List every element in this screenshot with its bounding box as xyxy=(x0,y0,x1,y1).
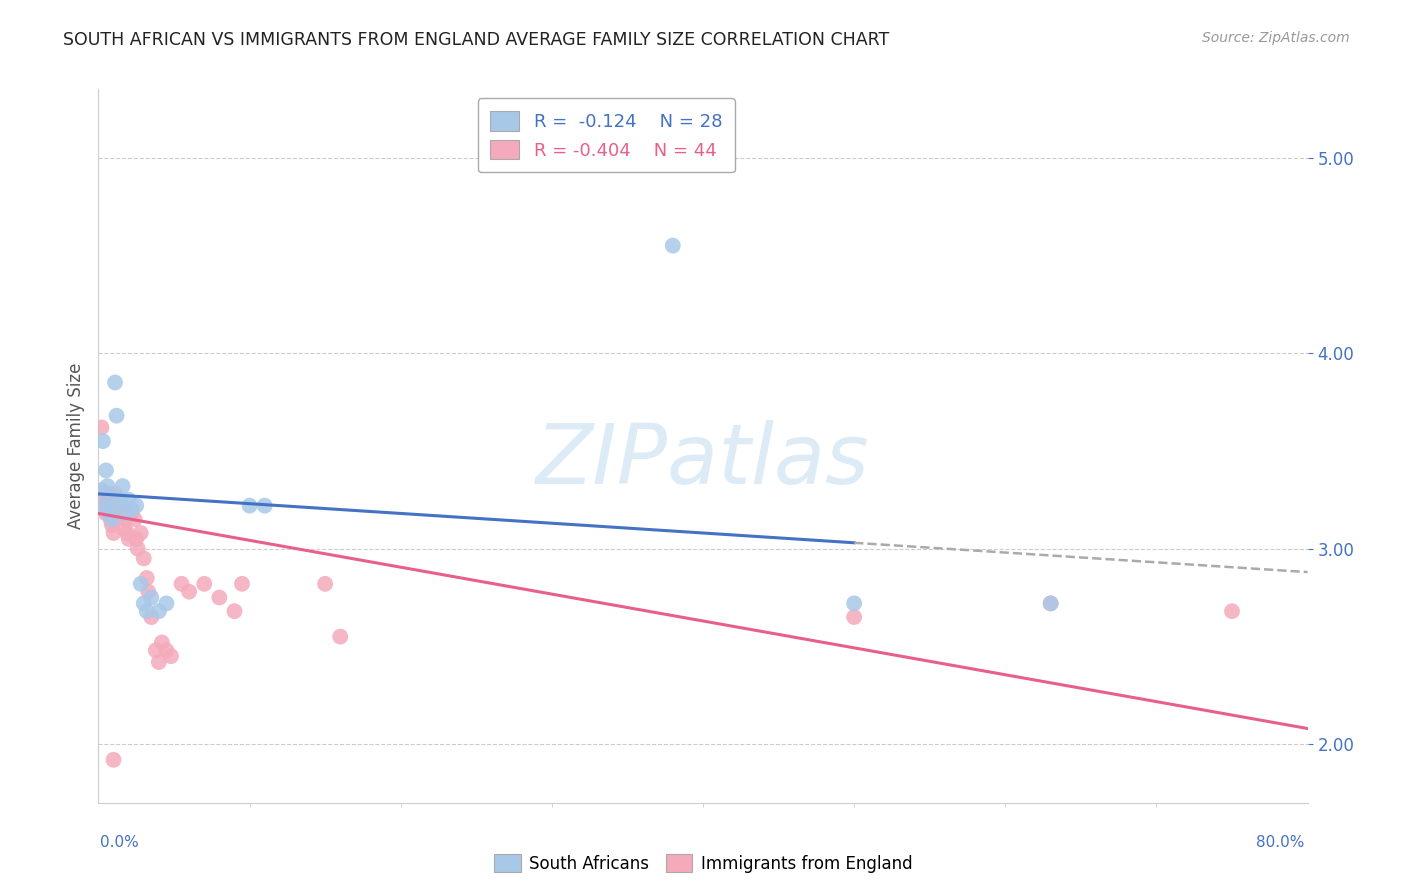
Point xyxy=(94,463,117,477)
Point xyxy=(170,577,193,591)
Y-axis label: Average Family Size: Average Family Size xyxy=(66,363,84,529)
Legend: South Africans, Immigrants from England: South Africans, Immigrants from England xyxy=(488,847,918,880)
Point xyxy=(124,512,146,526)
Point xyxy=(115,526,138,541)
Point xyxy=(112,522,135,536)
Point xyxy=(1039,596,1062,610)
Text: 0.0%: 0.0% xyxy=(100,836,139,850)
Point xyxy=(141,610,163,624)
Point xyxy=(104,487,127,501)
Point xyxy=(129,577,152,591)
Point xyxy=(155,596,177,610)
Point xyxy=(111,507,134,521)
Point xyxy=(125,499,148,513)
Point xyxy=(148,655,170,669)
Point xyxy=(231,577,253,591)
Point xyxy=(193,577,215,591)
Point xyxy=(844,596,866,610)
Point xyxy=(91,434,114,449)
Point xyxy=(150,635,173,649)
Point xyxy=(103,499,125,513)
Point xyxy=(253,499,276,513)
Point xyxy=(1039,596,1062,610)
Legend: R =  -0.124    N = 28, R = -0.404    N = 44: R = -0.124 N = 28, R = -0.404 N = 44 xyxy=(478,98,735,172)
Point xyxy=(121,507,143,521)
Point xyxy=(132,551,155,566)
Point xyxy=(91,487,114,501)
Point xyxy=(141,591,163,605)
Point xyxy=(148,604,170,618)
Point xyxy=(844,610,866,624)
Point xyxy=(100,512,122,526)
Point xyxy=(94,507,117,521)
Point xyxy=(179,584,201,599)
Point xyxy=(118,492,141,507)
Point xyxy=(127,541,149,556)
Text: ZIPatlas: ZIPatlas xyxy=(536,420,870,500)
Text: 80.0%: 80.0% xyxy=(1257,836,1305,850)
Point xyxy=(145,643,167,657)
Point xyxy=(132,596,155,610)
Point xyxy=(129,526,152,541)
Point xyxy=(100,487,122,501)
Point xyxy=(1220,604,1243,618)
Text: SOUTH AFRICAN VS IMMIGRANTS FROM ENGLAND AVERAGE FAMILY SIZE CORRELATION CHART: SOUTH AFRICAN VS IMMIGRANTS FROM ENGLAND… xyxy=(63,31,890,49)
Point xyxy=(101,518,124,533)
Point xyxy=(93,499,115,513)
Point xyxy=(314,577,336,591)
Point xyxy=(661,238,683,252)
Point xyxy=(104,376,127,390)
Point xyxy=(125,532,148,546)
Point xyxy=(96,487,118,501)
Point xyxy=(98,507,121,521)
Point xyxy=(160,649,183,664)
Point xyxy=(224,604,246,618)
Point xyxy=(239,499,262,513)
Point xyxy=(114,507,136,521)
Point xyxy=(136,584,159,599)
Point xyxy=(118,532,141,546)
Point xyxy=(103,526,125,541)
Text: Source: ZipAtlas.com: Source: ZipAtlas.com xyxy=(1202,31,1350,45)
Point xyxy=(90,483,112,497)
Point xyxy=(105,409,128,423)
Point xyxy=(103,753,125,767)
Point xyxy=(114,512,136,526)
Point xyxy=(135,571,157,585)
Point xyxy=(121,502,143,516)
Point xyxy=(98,499,121,513)
Point xyxy=(208,591,231,605)
Point xyxy=(111,479,134,493)
Point xyxy=(135,604,157,618)
Point xyxy=(96,479,118,493)
Point xyxy=(90,420,112,434)
Point xyxy=(155,643,177,657)
Point xyxy=(105,499,128,513)
Point xyxy=(101,512,124,526)
Point xyxy=(110,492,132,507)
Point xyxy=(110,499,132,513)
Point xyxy=(93,499,115,513)
Point xyxy=(108,507,131,521)
Point xyxy=(329,630,352,644)
